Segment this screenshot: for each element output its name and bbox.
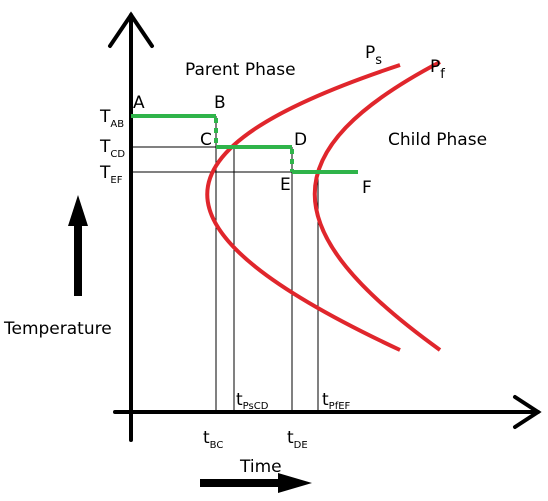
label-main: T — [99, 107, 111, 127]
y-axis-label: Temperature — [3, 319, 112, 339]
direction-arrows — [68, 195, 312, 493]
curve-sub: f — [440, 67, 445, 82]
label-main: T — [99, 163, 111, 183]
label-sub: CD — [110, 149, 125, 160]
point-label: E — [280, 175, 291, 195]
temp-arrow-head — [68, 195, 88, 226]
temp-label: TAB — [99, 107, 124, 130]
label-sub: BC — [210, 440, 224, 451]
curve-label: Pf — [430, 57, 445, 82]
temp-arrow-shaft — [74, 222, 82, 296]
label-main: t — [322, 390, 329, 410]
label-main: t — [236, 390, 243, 410]
x-axis-label: Time — [239, 457, 282, 477]
axes — [108, 11, 542, 442]
label-main: T — [99, 137, 111, 157]
temp-label: TEF — [99, 163, 123, 186]
point-label: B — [214, 93, 226, 113]
label-sub: AB — [110, 119, 124, 130]
curve-main: P — [430, 57, 440, 77]
point-label: D — [294, 130, 307, 150]
time-label: tDE — [287, 428, 308, 451]
y-arrowhead — [108, 11, 154, 48]
label-sub: EF — [110, 175, 122, 186]
label-main: t — [287, 428, 294, 448]
label-main: t — [203, 428, 210, 448]
pf-curve — [312, 60, 442, 352]
time-arrow-shaft — [200, 479, 282, 487]
curve-sub: s — [375, 53, 382, 68]
cooling-path — [131, 114, 358, 174]
point-label: A — [133, 93, 145, 113]
x-arrowhead — [513, 395, 542, 429]
curve-label: Ps — [365, 43, 382, 68]
time-label: tPsCD — [236, 390, 269, 412]
label-sub: PsCD — [243, 401, 269, 412]
temp-label: TCD — [99, 137, 125, 160]
time-label: tPfEF — [322, 390, 351, 412]
region-label: Child Phase — [388, 130, 487, 150]
time-arrow-head — [278, 473, 312, 493]
time-label: tBC — [203, 428, 223, 451]
ps-curve — [205, 63, 401, 352]
curves — [205, 60, 442, 352]
curve-main: P — [365, 43, 375, 63]
region-label: Parent Phase — [185, 60, 296, 80]
guides — [131, 116, 319, 412]
point-label: F — [362, 178, 372, 198]
label-sub: DE — [294, 440, 308, 451]
label-sub: PfEF — [329, 401, 351, 412]
point-label: C — [200, 130, 212, 150]
